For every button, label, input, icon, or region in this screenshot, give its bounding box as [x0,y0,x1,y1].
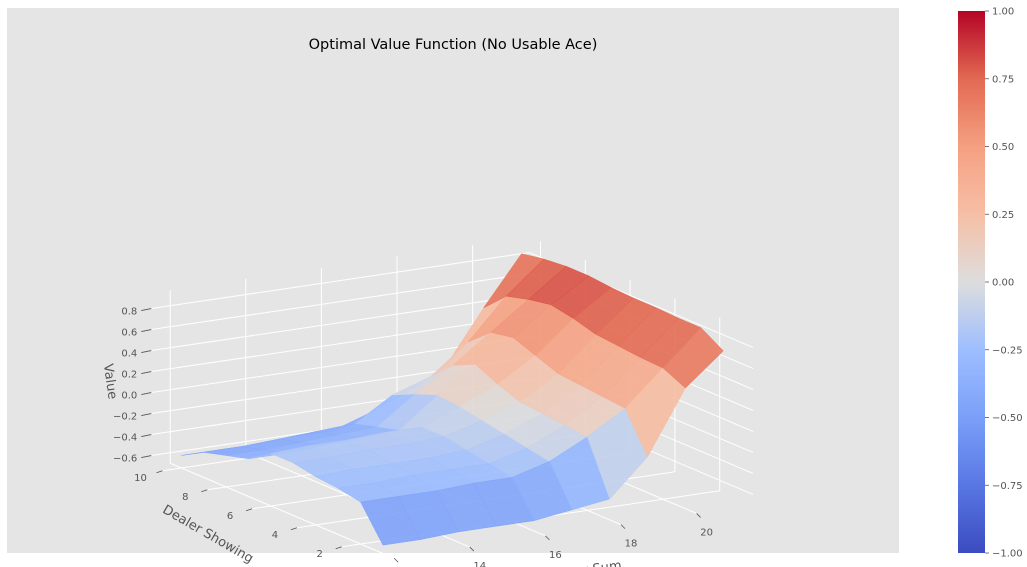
player-sum-tick-mark [620,524,626,529]
value-tick-label: −0.2 [113,412,137,423]
value-tick-label: 0.6 [121,328,137,339]
player-sum-tick-mark [545,535,550,541]
value-tick-mark [141,329,152,332]
player-sum-tick-label: 18 [625,539,638,550]
value-tick-mark [141,392,152,395]
value-tick-mark [141,455,152,458]
colorbar: −1.00 −0.75 −0.50 −0.25 0.00 0.25 0.50 0.75 1.00 [958,7,1023,560]
player-sum-tick-label: 14 [473,561,486,567]
value-tick-label: 0.0 [121,391,137,402]
dealer-showing-tick-mark [201,489,208,493]
surface-patch [662,327,724,389]
player-sum-tick-label: 16 [549,550,562,561]
chart-title: Optimal Value Function (No Usable Ace) [309,37,598,53]
dealer-showing-tick-mark [156,470,163,474]
colorbar-tick-label: −0.25 [992,345,1023,356]
value-axis-label: Value [100,363,120,400]
value-tick-label: 0.8 [121,307,137,318]
dealer-showing-tick-label: 2 [317,549,323,560]
colorbar-tick-label: 1.00 [992,7,1014,18]
dealer-showing-tick-mark [335,546,342,550]
colorbar-tick-label: 0.00 [992,278,1014,289]
dealer-showing-tick-label: 8 [182,492,188,503]
player-sum-tick-label: 20 [700,527,713,538]
colorbar-tick-label: −0.50 [992,413,1023,424]
dealer-showing-tick-label: 10 [134,473,147,484]
value-tick-label: 0.4 [121,349,137,360]
colorbar-tick-label: −1.00 [992,549,1023,560]
grid-line-back-horizontal [151,294,530,352]
player-sum-tick-mark [393,557,399,563]
grid-line-back-horizontal [151,273,530,331]
value-tick-label: −0.6 [113,454,137,465]
value-tick-mark [141,371,152,374]
grid-line-floor [170,462,395,559]
grid-line-back-horizontal [151,252,530,310]
value-tick-mark [141,308,152,311]
player-sum-tick-mark [696,513,701,518]
colorbar-tick-label: 0.75 [992,74,1014,85]
dealer-showing-tick-label: 4 [272,530,278,541]
value-tick-label: −0.4 [113,433,137,444]
player-sum-axis-label: Player Sum [548,558,623,567]
value-tick-mark [141,434,152,437]
value-tick-mark [141,413,152,416]
colorbar-bar [958,11,985,553]
dealer-showing-tick-mark [290,527,298,531]
value-tick-mark [141,350,152,353]
value-surface [181,253,724,546]
colorbar-tick-label: −0.75 [992,481,1023,492]
colorbar-tick-label: 0.25 [992,210,1014,221]
dealer-showing-tick-mark [245,508,253,512]
colorbar-tick-label: 0.50 [992,142,1014,153]
dealer-showing-tick-label: 6 [227,511,233,522]
player-sum-tick-mark [469,546,475,552]
grid-line-back-horizontal [151,315,530,373]
value-tick-label: 0.2 [121,370,137,381]
